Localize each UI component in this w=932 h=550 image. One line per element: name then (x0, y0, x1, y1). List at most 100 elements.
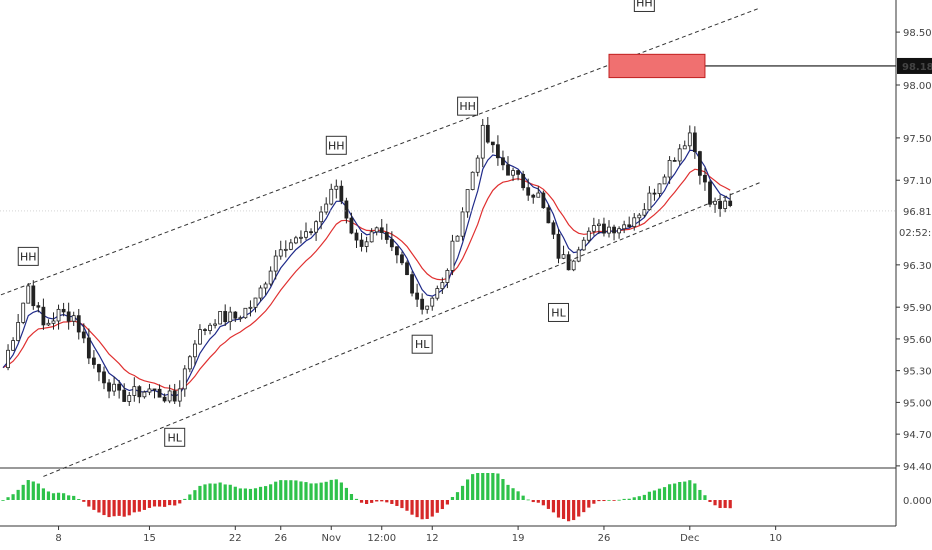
oscillator-bar (365, 500, 369, 504)
oscillator-bar (380, 500, 384, 502)
candle-body (258, 287, 263, 299)
oscillator-pane: 0.000 (0, 467, 932, 522)
candle (117, 380, 122, 399)
candle (208, 322, 212, 335)
candle (248, 300, 253, 317)
candle (92, 350, 96, 369)
candle (425, 305, 430, 314)
candle-body (157, 388, 162, 398)
oscillator-bar (359, 500, 364, 503)
candle-body (602, 223, 606, 234)
candle-body (374, 227, 379, 233)
candle-body (531, 194, 536, 198)
x-tick-label: 12 (426, 533, 439, 544)
candle (374, 226, 379, 236)
candle (187, 355, 192, 373)
candle-body (480, 124, 485, 159)
oscillator-bar (97, 500, 101, 513)
candle-body (430, 297, 435, 307)
oscillator-bar (662, 487, 667, 500)
candle (521, 170, 526, 191)
candle (198, 324, 202, 345)
candle (410, 271, 414, 297)
oscillator-bar (233, 486, 237, 500)
candle (319, 206, 324, 230)
candle (698, 150, 702, 185)
oscillator-bar (531, 500, 535, 503)
time-axis: 8 15 22 26 Nov 12:00 12 19 26 Dec 10 (0, 525, 896, 544)
candle-body (349, 217, 354, 234)
oscillator-bar (460, 485, 465, 500)
oscillator-bar (339, 482, 343, 500)
candle-body (81, 331, 86, 339)
candle-body (192, 343, 197, 358)
candle (581, 237, 586, 251)
candle (329, 183, 334, 206)
oscillator-bar (481, 473, 485, 500)
y-tick-label: 95.00 (903, 398, 932, 409)
candle (107, 379, 111, 399)
candle-body (6, 349, 10, 369)
candle (597, 219, 601, 235)
oscillator-bar (698, 489, 702, 500)
oscillator-bar (572, 500, 576, 521)
oscillator-bar (6, 497, 10, 500)
candle (172, 383, 177, 404)
candle (228, 306, 233, 331)
candle (112, 376, 116, 396)
candle-body (56, 308, 61, 322)
candle-body (198, 329, 202, 345)
candle-body (556, 233, 561, 259)
higher-low-label: HL (164, 427, 186, 447)
candle-body (495, 144, 500, 159)
candle (293, 235, 298, 245)
oscillator-bar (440, 500, 444, 510)
candle-body (319, 211, 324, 223)
candle (642, 203, 647, 218)
oscillator-bar (683, 481, 687, 500)
oscillator-bar (31, 481, 35, 500)
candle (56, 304, 61, 330)
annotation-box (17, 246, 39, 266)
oscillator-bar (420, 500, 424, 520)
candle (11, 337, 16, 352)
y-tick-label: 98.50 (903, 28, 932, 39)
candle-body (647, 192, 652, 211)
oscillator-bar (67, 495, 71, 500)
candle (728, 193, 733, 208)
candle-body (687, 132, 692, 147)
higher-low-label: HL (411, 334, 433, 354)
oscillator-bar (597, 500, 601, 502)
candle-body (400, 254, 404, 264)
candle (708, 179, 712, 208)
oscillator-bar (551, 500, 556, 513)
oscillator-bar (491, 473, 495, 500)
oscillator-bar (289, 480, 293, 500)
oscillator-bar (455, 492, 460, 500)
candle (182, 365, 187, 397)
candle-body (46, 322, 51, 326)
candle (46, 319, 51, 327)
x-tick-label: 8 (55, 533, 61, 544)
higher-high-label: HH (325, 135, 347, 155)
bar-countdown-label: 02:52:36 (899, 228, 932, 239)
higher-high-label: HH (457, 96, 479, 116)
oscillator-bar (334, 479, 338, 500)
candle (167, 384, 172, 404)
oscillator-bar (82, 500, 86, 502)
candle-body (127, 395, 132, 402)
current-price-label: 96.81 (903, 207, 932, 218)
oscillator-bar (430, 500, 434, 517)
x-tick-label: 12:00 (367, 533, 396, 544)
oscillator-bar (354, 498, 359, 500)
candle-body (526, 187, 531, 196)
higher-low-label: HL (548, 302, 569, 322)
oscillator-bar (21, 484, 25, 500)
candle (576, 246, 581, 263)
candle-body (561, 254, 566, 259)
y-tick-label: 98.00 (903, 81, 932, 92)
candle-body (410, 274, 414, 294)
candle (122, 383, 127, 402)
candle-body (112, 383, 116, 392)
oscillator-bar (72, 495, 76, 500)
